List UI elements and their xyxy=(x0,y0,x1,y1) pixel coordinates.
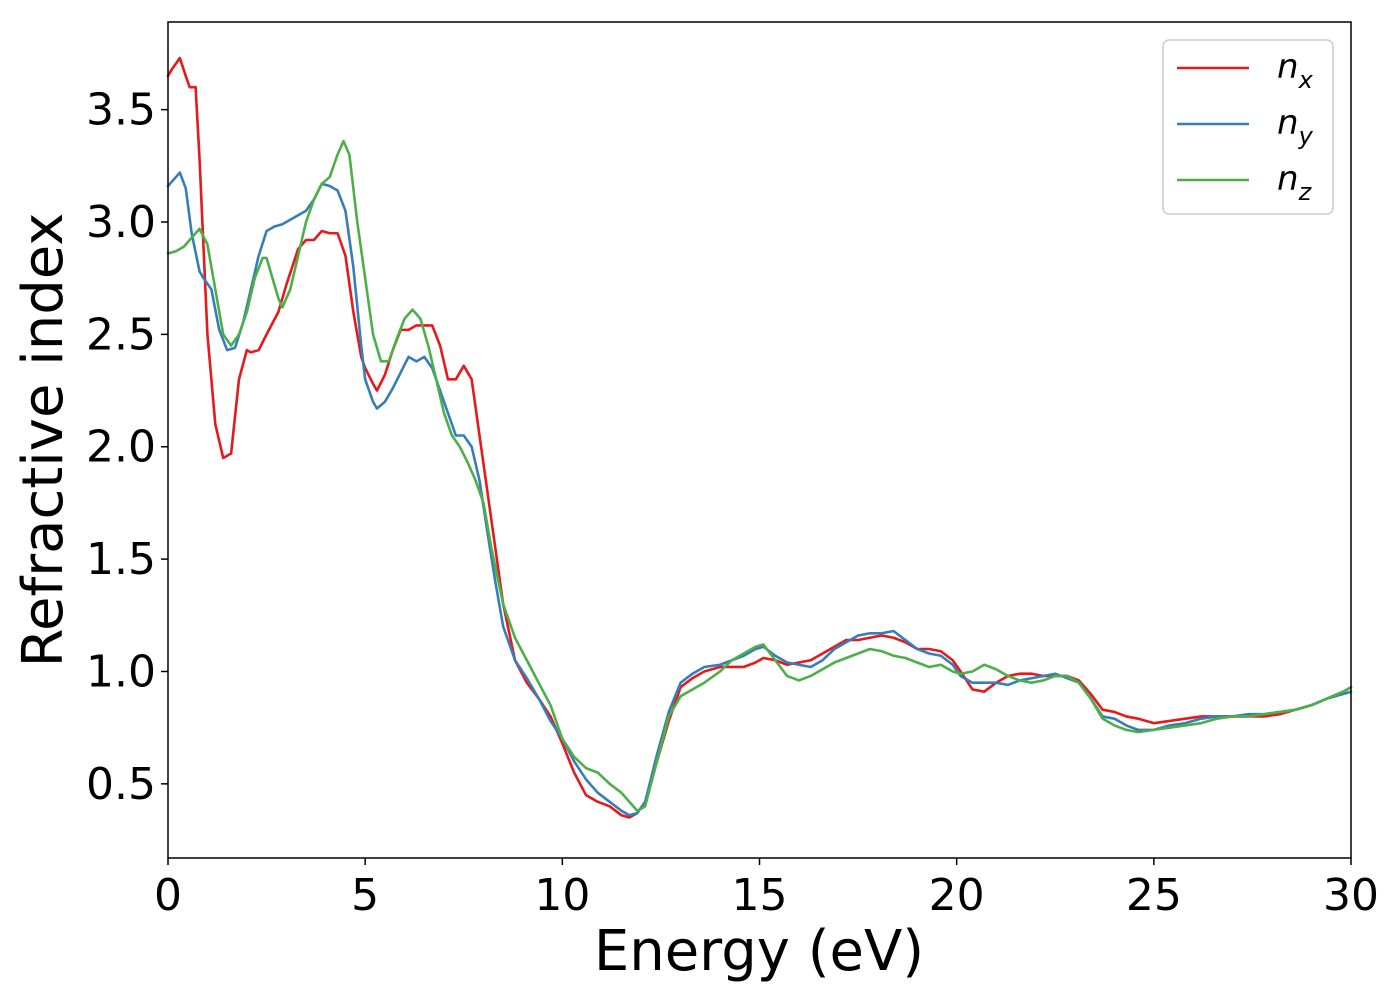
y-tick-label: 3.5 xyxy=(86,85,156,136)
y-tick-label: 1.0 xyxy=(86,646,156,697)
legend-label-x: nx xyxy=(1277,47,1314,94)
y-tick-label: 2.5 xyxy=(86,309,156,360)
x-tick-label: 25 xyxy=(1126,870,1182,921)
y-tick-label: 2.0 xyxy=(86,422,156,473)
x-axis-label: Energy (eV) xyxy=(594,919,924,984)
x-axis: 0 5 10 15 20 25 30 xyxy=(154,858,1379,921)
legend-box xyxy=(1162,39,1334,215)
legend-label-z: nz xyxy=(1277,159,1313,206)
y-tick-label: 1.5 xyxy=(86,534,156,585)
y-axis: 0.5 1.0 1.5 2.0 2.5 3.0 3.5 xyxy=(86,85,168,810)
legend: nx ny nz xyxy=(1162,39,1334,215)
y-axis-label: Refractive index xyxy=(11,213,76,668)
x-tick-label: 30 xyxy=(1323,870,1379,921)
x-tick-label: 10 xyxy=(534,870,590,921)
y-tick-label: 0.5 xyxy=(86,759,156,810)
x-tick-label: 15 xyxy=(732,870,788,921)
x-tick-label: 5 xyxy=(351,870,379,921)
series-line-z xyxy=(166,139,1353,813)
x-tick-label: 20 xyxy=(929,870,985,921)
x-tick-label: 0 xyxy=(154,870,182,921)
series-layer xyxy=(166,56,1353,819)
legend-label-y: ny xyxy=(1277,103,1314,150)
y-tick-label: 3.0 xyxy=(86,197,156,248)
